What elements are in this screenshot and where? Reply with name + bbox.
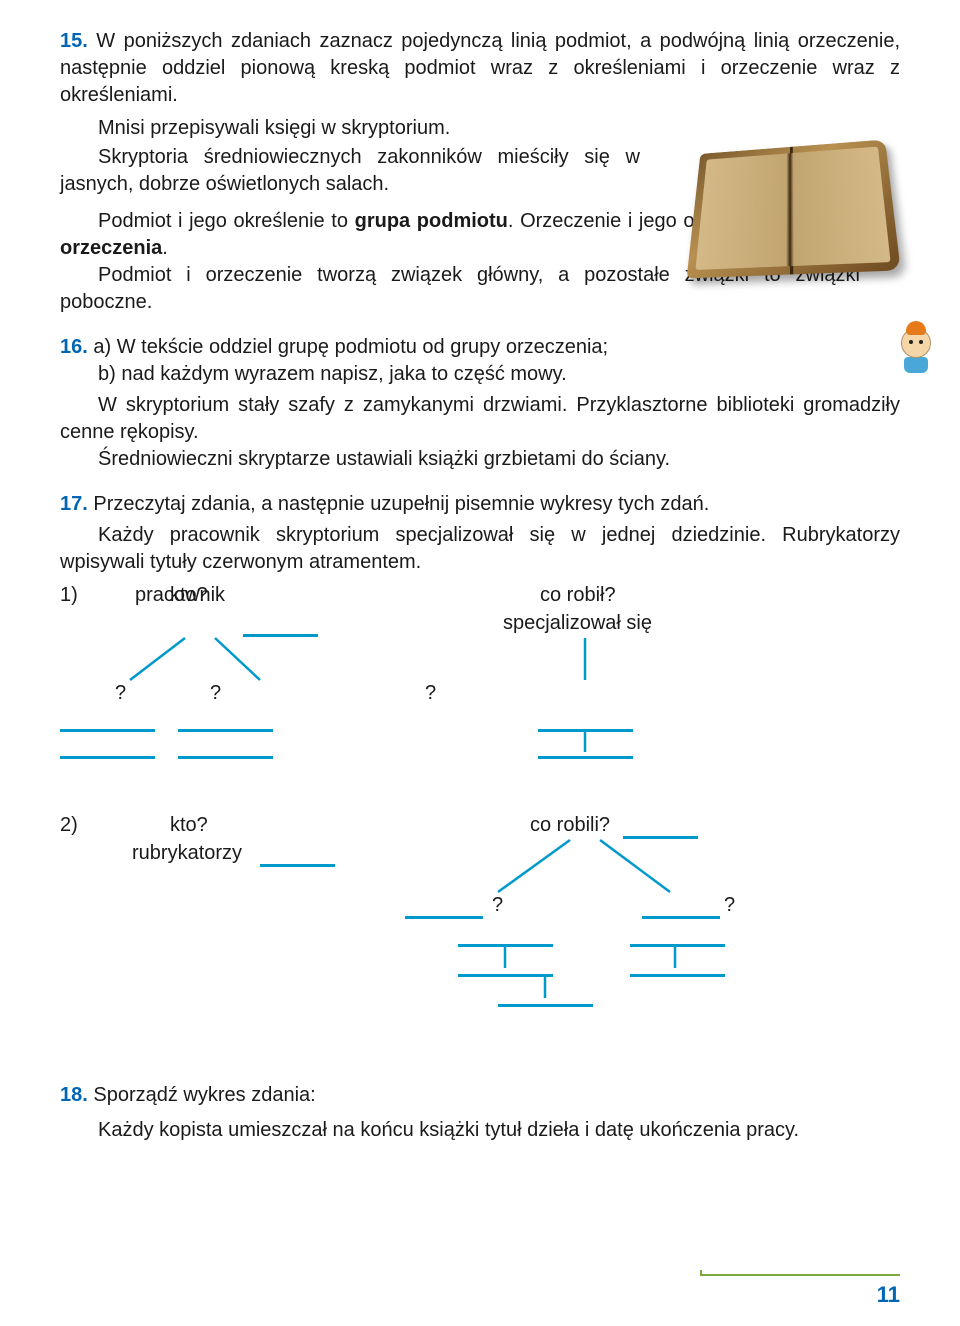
blank-line <box>642 916 720 919</box>
blank-line <box>243 634 318 637</box>
page-number: 11 <box>877 1282 900 1308</box>
open-book-icon <box>687 139 901 278</box>
d1-question-corobil: co robił? <box>540 584 616 607</box>
blank-line <box>260 864 335 867</box>
d1-word-pracownik: pracownik <box>135 584 225 607</box>
connector-lines <box>555 732 615 754</box>
connector-lines <box>645 946 705 971</box>
exercise-number-17: 17. <box>60 493 88 515</box>
exercise-number-16: 16. <box>60 336 88 358</box>
exercise-15-instruction: 15. W poniższych zdaniach zaznacz pojedy… <box>60 28 900 109</box>
exercise-17-instr: Przeczytaj zdania, a następnie uzupełnij… <box>93 493 709 515</box>
blank-line <box>178 756 273 759</box>
exercise-number-18: 18. <box>60 1084 88 1106</box>
exercise-15-text: W poniższych zdaniach zaznacz pojedynczą… <box>60 30 900 106</box>
blank-line <box>178 729 273 732</box>
exercise-18-instr: Sporządź wykres zdania: <box>93 1084 315 1106</box>
blank-line <box>60 729 155 732</box>
connector-lines <box>460 840 700 898</box>
mascot-icon <box>897 328 935 376</box>
blank-line <box>623 836 698 839</box>
blank-line <box>498 1004 593 1007</box>
book-image <box>690 136 910 296</box>
diagram-2-number: 2) <box>60 814 78 837</box>
exercise-18-sentence: Każdy kopista umieszczał na końcu książk… <box>60 1117 900 1144</box>
d2-question-kto: kto? <box>170 814 208 837</box>
sentence-diagram-2: 2) kto? rubrykatorzy co robili? ? ? <box>60 814 900 1064</box>
d2-word-rubrykatorzy: rubrykatorzy <box>132 842 242 865</box>
connector-lines <box>475 946 535 971</box>
exercise-16-instr-a: a) W tekście oddziel grupę podmiotu od g… <box>93 336 608 358</box>
blank-line <box>630 974 725 977</box>
exercise-number-15: 15. <box>60 30 88 52</box>
exercise-18-instruction: 18. Sporządź wykres zdania: <box>60 1082 900 1109</box>
exercise-16-sentence-1: W skryptorium stały szafy z zamykanymi d… <box>60 392 900 446</box>
question-mark: ? <box>492 894 503 917</box>
d1-word-spec: specjalizował się <box>503 612 652 635</box>
exercise-16-instruction: 16. a) W tekście oddziel grupę podmiotu … <box>60 334 900 388</box>
exercise-17-sentence: Każdy pracownik skryptorium specjalizowa… <box>60 522 900 576</box>
blank-line <box>60 756 155 759</box>
diagram-1-number: 1) <box>60 584 78 607</box>
question-mark: ? <box>425 682 436 705</box>
exercise-16-instr-b: b) nad każdym wyrazem napisz, jaka to cz… <box>60 363 567 385</box>
connector-lines <box>555 638 615 683</box>
question-mark: ? <box>724 894 735 917</box>
blank-line <box>405 916 483 919</box>
exercise-17-instruction: 17. Przeczytaj zdania, a następnie uzupe… <box>60 491 900 518</box>
exercise-16-sentence-2: Średniowieczni skryptarze ustawiali ksią… <box>60 446 900 473</box>
sentence-diagram-1: 1) kto? pracownik ? ? co robił? specjali… <box>60 584 900 814</box>
d2-question-corobili: co robili? <box>530 814 610 837</box>
exercise-15-sentence-1: Mnisi przepisywali księgi w skryptorium. <box>60 115 640 142</box>
connector-lines <box>100 638 270 683</box>
connector-lines <box>515 976 575 1001</box>
question-mark: ? <box>115 682 126 705</box>
blank-line <box>538 756 633 759</box>
question-mark: ? <box>210 682 221 705</box>
footer-rule <box>700 1274 900 1276</box>
exercise-15-sentence-2: Skryptoria średniowiecznych zakonników m… <box>60 144 640 198</box>
